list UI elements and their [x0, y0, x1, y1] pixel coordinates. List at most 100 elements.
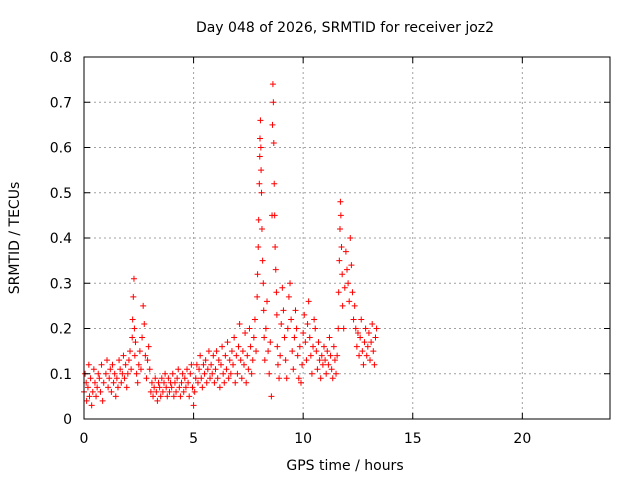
data-point: [248, 370, 255, 377]
data-point: [86, 393, 93, 400]
data-point: [227, 370, 234, 377]
data-point: [292, 307, 299, 314]
x-tick-label: 5: [189, 431, 198, 447]
data-point: [163, 384, 170, 391]
data-point: [147, 388, 154, 395]
data-point: [90, 366, 97, 373]
data-point: [359, 348, 366, 355]
data-point: [317, 375, 324, 382]
data-point: [314, 366, 321, 373]
data-point: [249, 357, 256, 364]
y-tick-label: 0.8: [50, 50, 72, 66]
data-point: [119, 370, 126, 377]
points-layer: [81, 81, 380, 409]
data-point: [232, 379, 239, 386]
data-point: [346, 298, 353, 305]
data-point: [276, 375, 283, 382]
data-point: [288, 316, 295, 323]
data-point: [344, 266, 350, 273]
data-point: [281, 334, 288, 341]
data-point: [145, 343, 152, 350]
data-point: [285, 293, 292, 300]
data-point: [328, 366, 335, 373]
data-point: [131, 352, 138, 359]
data-point: [270, 99, 277, 106]
data-point: [266, 370, 273, 377]
data-point: [178, 379, 185, 386]
data-point: [339, 302, 346, 309]
data-point: [357, 334, 364, 341]
y-tick-label: 0.6: [50, 141, 72, 157]
data-point: [236, 320, 243, 327]
data-point: [107, 366, 114, 373]
data-point: [265, 348, 272, 355]
data-point: [99, 397, 106, 404]
data-point: [306, 334, 313, 341]
data-point: [215, 357, 222, 364]
x-axis-label: GPS time / hours: [286, 458, 403, 474]
data-point: [268, 393, 275, 400]
data-point: [194, 379, 201, 386]
data-point: [94, 384, 101, 391]
data-point: [367, 357, 374, 364]
data-point: [320, 343, 327, 350]
data-point: [143, 375, 150, 382]
data-point: [109, 361, 116, 368]
data-point: [283, 375, 290, 382]
y-tick-label: 0.2: [50, 322, 72, 338]
data-point: [273, 311, 280, 318]
data-point: [133, 370, 140, 377]
data-point: [255, 244, 262, 251]
data-point: [228, 348, 235, 355]
data-point: [202, 357, 209, 364]
data-point: [235, 343, 242, 350]
x-tick-label: 0: [80, 431, 89, 447]
data-point: [244, 352, 251, 359]
data-point: [165, 375, 172, 382]
data-point: [272, 244, 279, 251]
data-point: [105, 384, 112, 391]
data-point: [261, 357, 268, 364]
data-point: [153, 388, 160, 395]
data-point: [192, 375, 199, 382]
data-point: [279, 284, 286, 291]
data-point: [85, 361, 92, 368]
data-point: [158, 375, 165, 382]
data-point: [175, 366, 182, 373]
data-point: [338, 244, 345, 251]
data-point: [318, 352, 325, 359]
data-point: [87, 375, 94, 382]
x-tick-label: 15: [404, 431, 422, 447]
data-point: [130, 293, 137, 300]
data-point: [297, 379, 304, 386]
data-point: [231, 334, 238, 341]
chart-title: Day 048 of 2026, SRMTID for receiver joz…: [196, 20, 494, 36]
data-point: [211, 379, 218, 386]
data-point: [348, 262, 355, 269]
data-point: [365, 330, 372, 337]
data-point: [354, 330, 361, 337]
data-point: [287, 280, 294, 287]
data-point: [166, 388, 173, 395]
data-point: [312, 325, 319, 332]
data-point: [198, 375, 205, 382]
data-point: [233, 352, 240, 359]
data-point: [106, 375, 113, 382]
data-point: [234, 370, 241, 377]
data-point: [272, 266, 279, 273]
data-point: [256, 135, 263, 142]
data-point: [308, 370, 315, 377]
data-point: [134, 379, 141, 386]
data-point: [246, 325, 253, 332]
data-point: [164, 393, 171, 400]
data-point: [141, 320, 148, 327]
data-point: [197, 352, 204, 359]
data-point: [278, 320, 285, 327]
data-point: [349, 289, 356, 296]
data-point: [156, 384, 163, 391]
axis-frame: [83, 56, 611, 420]
data-point: [222, 352, 229, 359]
data-point: [339, 271, 346, 278]
data-point: [326, 334, 333, 341]
data-point: [303, 357, 310, 364]
